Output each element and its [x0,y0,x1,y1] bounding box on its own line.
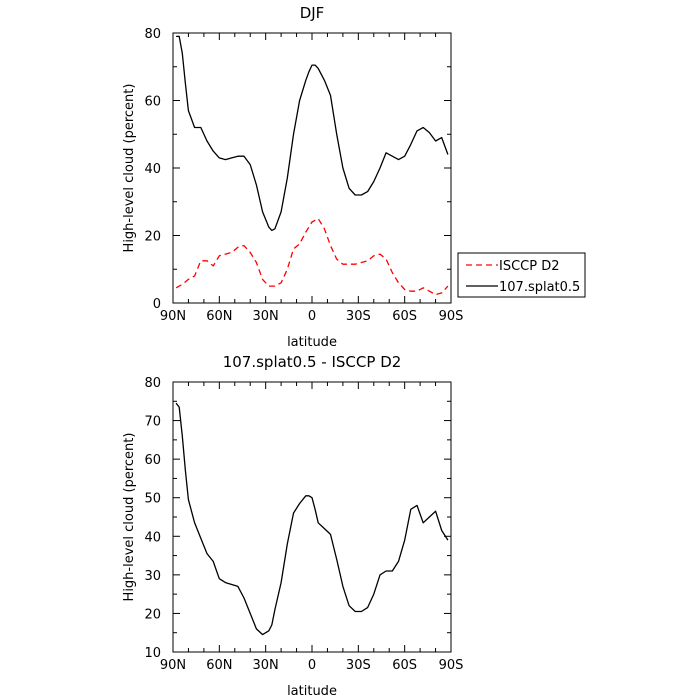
x-tick-label: 90S [439,309,464,324]
x-axis-label: latitude [287,684,337,699]
legend-label-1: ISCCP D2 [499,259,560,274]
y-tick-label: 20 [144,607,161,622]
y-tick-label: 70 [144,415,161,430]
y-axis-label: High-level cloud (percent) [122,433,137,602]
chart-title: 107.splat0.5 - ISCCP D2 [223,353,402,371]
y-tick-label: 80 [144,376,161,391]
x-tick-label: 90N [160,309,186,324]
x-tick-label: 0 [308,309,316,324]
x-tick-label: 30S [346,658,371,673]
y-tick-label: 60 [144,453,161,468]
legend-box [457,252,586,298]
x-tick-label: 60S [392,658,417,673]
chart-panel-1: DJF 90N 60N 30N 0 30S 60S 90S 0 20 40 60 80 latitude H… [122,4,586,350]
series-line-2 [176,35,449,232]
x-tick-label: 60S [392,309,417,324]
x-tick-label: 90N [160,658,186,673]
x-tick-label: 0 [308,658,316,673]
y-tick-label: 30 [144,569,161,584]
x-tick-label: 30N [253,309,279,324]
y-tick-label: 80 [144,27,161,42]
y-tick-label: 40 [144,162,161,177]
series-line-1 [175,217,449,296]
x-tick-label: 60N [206,309,232,324]
x-axis-label: latitude [287,335,337,350]
plot-frame [172,32,452,304]
x-tick-label: 30S [346,309,371,324]
y-tick-label: 50 [144,492,161,507]
y-axis-label: High-level cloud (percent) [122,84,137,253]
x-tick-label: 30N [253,658,279,673]
chart-title: DJF [300,4,325,22]
legend: ISCCP D2 107.splat0.5 [457,252,586,298]
legend-label-2: 107.splat0.5 [499,280,580,295]
series-line-1 [175,402,449,636]
y-tick-label: 0 [153,297,161,312]
y-tick-label: 20 [144,230,161,245]
y-tick-label: 60 [144,95,161,110]
y-tick-label: 10 [144,646,161,661]
x-tick-label: 60N [206,658,232,673]
chart-panel-2: 107.splat0.5 - ISCCP D2 90N 60N 30N 0 30S 60S 9… [122,353,463,699]
x-tick-label: 90S [439,658,464,673]
y-tick-label: 40 [144,530,161,545]
